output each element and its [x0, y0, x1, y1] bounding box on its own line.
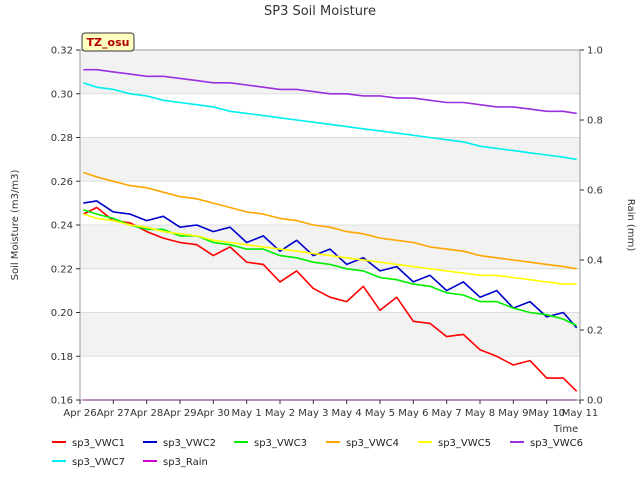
y2-tick-label: 0.4	[587, 256, 603, 267]
background-band	[80, 225, 580, 269]
x-tick-label: Apr 29	[163, 408, 196, 419]
legend-label: sp3_Rain	[163, 457, 208, 468]
series-line-sp3-vwc7	[83, 82, 577, 161]
legend-label: sp3_VWC2	[163, 438, 216, 449]
series-line-sp3-vwc6	[83, 68, 577, 115]
legend-label: sp3_VWC3	[254, 438, 307, 449]
series-line-sp3-vwc1	[82, 206, 578, 392]
x-tick-label: May 6	[398, 408, 428, 419]
background-band	[80, 356, 580, 400]
y-tick-label: 0.30	[51, 89, 73, 100]
background-band	[80, 312, 580, 357]
site-badge-box	[81, 32, 135, 52]
series-line-sp3-vwc5	[83, 213, 577, 285]
x-tick-label: Apr 28	[130, 408, 163, 419]
site-badge: TZ_osu	[81, 32, 135, 52]
x-tick-label: May 9	[498, 408, 528, 419]
legend-label: sp3_VWC7	[72, 457, 125, 468]
y2-tick-label: 0.8	[587, 116, 603, 127]
background-band	[80, 93, 580, 138]
x-tick-label: May 5	[365, 408, 395, 419]
series-line-sp3-vwc2	[83, 200, 578, 329]
y-tick-label: 0.24	[51, 221, 73, 232]
y2-tick-label: 0.0	[587, 396, 603, 407]
legend-label: sp3_VWC6	[530, 438, 583, 449]
y-tick-label: 0.20	[51, 308, 73, 319]
y2-tick-label: 1.0	[587, 46, 603, 57]
x-tick-label: May 2	[265, 408, 295, 419]
series-line-sp3-vwc3	[83, 208, 578, 327]
y2-tick-label: 0.6	[587, 186, 603, 197]
site-badge-text: TZ_osu	[87, 36, 130, 49]
x-tick-label: May 10	[528, 408, 565, 419]
y-tick-label: 0.18	[51, 352, 73, 363]
y-tick-label: 0.26	[51, 177, 73, 188]
y-tick-label: 0.16	[51, 396, 73, 407]
x-tick-label: Apr 30	[197, 408, 230, 419]
y2-tick-label: 0.2	[587, 326, 603, 337]
legend: sp3_VWC1 sp3_VWC2 sp3_VWC3 sp3_VWC4 sp3_VWC5…	[52, 438, 583, 468]
background-bands	[80, 50, 580, 400]
background-band	[80, 181, 580, 225]
y-axis-label: Soil Moisture (m3/m3)	[10, 170, 21, 281]
background-band	[80, 50, 580, 94]
background-band	[80, 268, 580, 313]
x-axis-label: Time	[553, 424, 578, 435]
x-tick-label: Apr 26	[63, 408, 96, 419]
background-band	[80, 137, 580, 182]
legend-label: sp3_VWC5	[438, 438, 491, 449]
x-tick-label: May 11	[562, 408, 599, 419]
x-axis-ticks: Apr 26 Apr 27 Apr 28 Apr 29 Apr 30 May 1 May 2…	[63, 400, 598, 419]
x-tick-label: May 1	[232, 408, 262, 419]
legend-label: sp3_VWC4	[346, 438, 399, 449]
chart-title: SP3 Soil Moisture	[264, 4, 376, 19]
y-tick-label: 0.28	[51, 133, 73, 144]
y-tick-label: 0.22	[51, 264, 73, 275]
y-axis-ticks: 0.16 0.18 0.20 0.22 0.24 0.26 0.28 0.30 0.32	[51, 46, 80, 407]
x-tick-label: May 7	[432, 408, 462, 419]
series-line-sp3-vwc4	[83, 171, 577, 270]
y2-axis-label: Rain (mm)	[625, 199, 636, 252]
x-tick-label: Apr 27	[97, 408, 130, 419]
legend-label: sp3_VWC1	[72, 438, 125, 449]
x-tick-label: May 3	[298, 408, 328, 419]
y2-axis-ticks: 0.0 0.2 0.4 0.6 0.8 1.0	[580, 46, 603, 407]
y-tick-label: 0.32	[51, 46, 73, 57]
x-tick-label: May 8	[465, 408, 495, 419]
x-tick-label: May 4	[332, 408, 362, 419]
